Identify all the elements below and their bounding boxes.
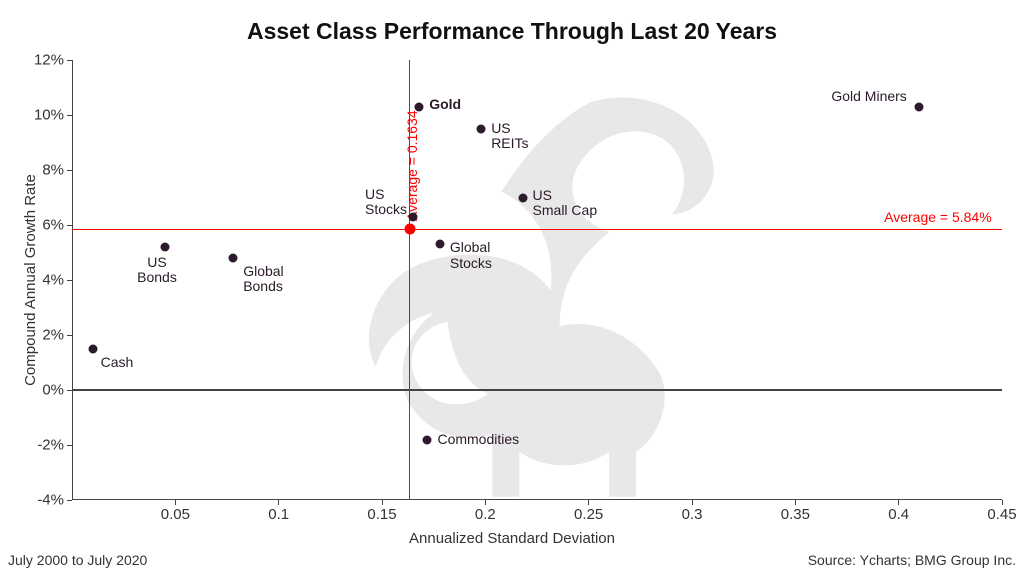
x-tick-mark [382,500,383,505]
x-axis-line [72,499,1002,500]
label-us-bonds: US Bonds [137,255,177,286]
x-tick-mark [795,500,796,505]
y-tick-mark [67,60,72,61]
point-cash [88,344,97,353]
label-cash: Cash [101,355,134,370]
y-tick-mark [67,390,72,391]
x-axis-label: Annualized Standard Deviation [0,530,1024,547]
zero-line [72,389,1002,391]
point-global-bonds [229,254,238,263]
y-axis-label: Compound Annual Growth Rate [22,174,39,386]
x-tick-mark [278,500,279,505]
label-commodities: Commodities [437,432,519,447]
x-tick-mark [692,500,693,505]
point-commodities [423,435,432,444]
x-tick-mark [175,500,176,505]
chart-root: { "title": "Asset Class Performance Thro… [0,0,1024,574]
y-tick-mark [67,170,72,171]
y-tick-mark [67,115,72,116]
label-us-reits: US REITs [491,121,528,152]
label-gold-miners: Gold Miners [831,89,906,104]
point-gold [415,102,424,111]
x-tick-mark [1002,500,1003,505]
y-tick-mark [67,500,72,501]
label-us-stocks: US Stocks [365,187,407,218]
label-global-stocks: Global Stocks [450,240,492,271]
y-tick-mark [67,335,72,336]
x-tick-mark [485,500,486,505]
chart-title: Asset Class Performance Through Last 20 … [0,18,1024,45]
point-us-bonds [161,243,170,252]
y-tick-mark [67,445,72,446]
label-global-bonds: Global Bonds [243,264,283,295]
y-tick-mark [67,225,72,226]
footer-source: Source: Ycharts; BMG Group Inc. [808,552,1016,568]
y-tick-mark [67,280,72,281]
point-us-stocks [409,212,418,221]
watermark-griffin [249,66,826,515]
avg-line-horizontal [72,229,1002,231]
point-gold-miners [915,102,924,111]
avg-intersection-dot [404,224,415,235]
label-us-small-cap: US Small Cap [533,188,598,219]
avg-label-y: Average = 5.84% [884,209,992,225]
point-global-stocks [435,240,444,249]
label-gold: Gold [429,97,461,112]
point-us-small-cap [518,193,527,202]
point-us-reits [477,124,486,133]
plot-area: Average = 5.84% Average = 0.1634 -4%-2%0… [72,60,1002,500]
y-axis-line [72,60,73,500]
footer-period: July 2000 to July 2020 [8,552,147,568]
x-tick-mark [588,500,589,505]
x-tick-mark [898,500,899,505]
